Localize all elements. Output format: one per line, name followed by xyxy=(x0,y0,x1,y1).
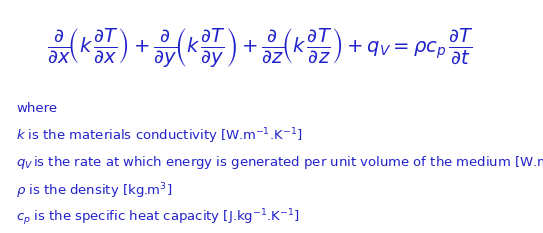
Text: $q_V\!$ is the rate at which energy is generated per unit volume of the medium [: $q_V\!$ is the rate at which energy is g… xyxy=(16,154,543,173)
Text: $k$ is the materials conductivity [W.m$^{-1}$.K$^{-1}$]: $k$ is the materials conductivity [W.m$^… xyxy=(16,126,302,146)
Text: $\dfrac{\partial}{\partial x}\!\left(k\,\dfrac{\partial T}{\partial x}\right) + : $\dfrac{\partial}{\partial x}\!\left(k\,… xyxy=(47,27,474,69)
Text: where: where xyxy=(16,102,57,115)
Text: $\rho$ is the density [kg.m$^{3}$]: $\rho$ is the density [kg.m$^{3}$] xyxy=(16,181,172,201)
Text: $c_p$ is the specific heat capacity [J.kg$^{-1}$.K$^{-1}$]: $c_p$ is the specific heat capacity [J.k… xyxy=(16,208,300,228)
